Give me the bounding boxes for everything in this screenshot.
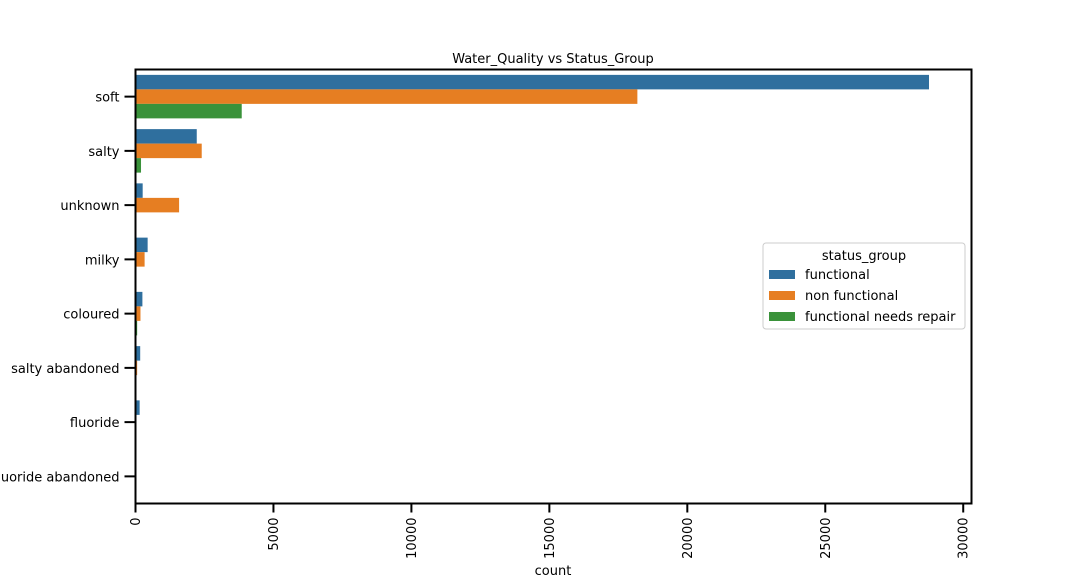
legend-swatch <box>769 291 795 300</box>
bars-layer <box>135 74 930 499</box>
x-tick-label: 5000 <box>267 518 282 551</box>
legend-swatch <box>769 270 795 279</box>
bar-functional-needs-repair-soft <box>135 103 242 119</box>
x-tick-label: 30000 <box>957 518 972 559</box>
x-axis-label: count <box>535 564 572 576</box>
bar-non-functional-milky <box>135 252 145 267</box>
bar-functional-needs-repair-salty <box>135 158 142 173</box>
legend-label: functional <box>805 268 870 283</box>
bar-functional-salty <box>135 129 197 144</box>
legend-box <box>762 242 966 330</box>
y-tick-label: milky <box>85 253 120 268</box>
y-tick-label: unknown <box>60 199 119 214</box>
bar-non-functional-unknown <box>135 197 180 213</box>
chart-title: Water_Quality vs Status_Group <box>452 52 654 67</box>
bar-functional-coloured <box>135 291 143 307</box>
y-tick-label: salty <box>88 145 119 160</box>
legend-label: functional needs repair <box>805 310 956 325</box>
bar-functional-salty-abandoned <box>135 346 141 361</box>
y-tick-label: salty abandoned <box>11 362 119 377</box>
x-tick-label: 0 <box>129 518 144 526</box>
x-axis-ticks: 0 5000 10000 15000 20000 25000 30000 <box>129 503 972 559</box>
bar-functional-fluoride <box>135 400 140 415</box>
legend: status_group functional non functional func… <box>762 242 966 330</box>
y-tick-label: soft <box>95 91 119 106</box>
x-tick-label: 15000 <box>543 518 558 559</box>
y-axis-ticks: soft salty unknown milky coloured salty aband… <box>0 91 136 485</box>
y-tick-label: fluoride <box>70 416 120 431</box>
x-tick-label: 25000 <box>819 518 834 559</box>
bar-functional-unknown <box>135 183 143 198</box>
y-tick-label: coloured <box>63 308 119 323</box>
bar-functional-soft <box>135 74 930 90</box>
bar-non-functional-salty <box>135 143 202 159</box>
bar-non-functional-soft <box>135 89 638 104</box>
bar-functional-milky <box>135 237 148 253</box>
legend-title: status_group <box>822 249 906 264</box>
legend-label: non functional <box>805 289 898 304</box>
plot-frame <box>134 68 973 505</box>
bar-non-functional-coloured <box>135 306 141 321</box>
x-tick-label: 20000 <box>681 518 696 559</box>
y-tick-label: fluoride abandoned <box>0 470 120 485</box>
legend-swatch <box>769 312 795 321</box>
x-tick-label: 10000 <box>405 518 420 559</box>
